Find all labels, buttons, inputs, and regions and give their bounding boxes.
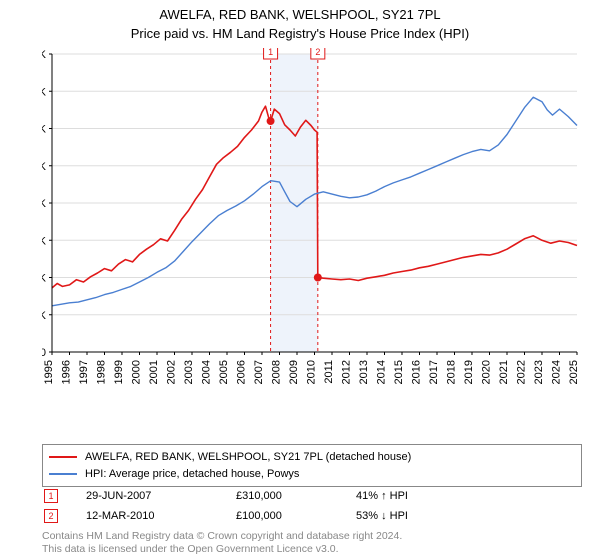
footer-line-2: This data is licensed under the Open Gov… [42,543,582,556]
svg-text:£0: £0 [42,347,46,359]
svg-text:£50K: £50K [42,310,47,322]
event-price: £100,000 [236,510,356,522]
legend-swatch [49,473,77,475]
svg-text:2010: 2010 [306,360,318,384]
svg-text:2002: 2002 [166,360,178,384]
svg-text:£400K: £400K [42,49,47,61]
svg-text:2018: 2018 [446,360,458,384]
svg-text:2021: 2021 [498,360,510,384]
attribution: Contains HM Land Registry data © Crown c… [42,530,582,556]
svg-text:2011: 2011 [323,360,335,384]
svg-text:2017: 2017 [428,360,440,384]
event-delta: 53% ↓ HPI [356,510,582,522]
svg-text:£350K: £350K [42,86,47,98]
svg-text:£100K: £100K [42,273,47,285]
svg-text:1997: 1997 [78,360,90,384]
svg-text:2005: 2005 [218,360,230,384]
svg-text:1998: 1998 [96,360,108,384]
event-price: £310,000 [236,490,356,502]
svg-text:2016: 2016 [411,360,423,384]
svg-text:£300K: £300K [42,124,47,136]
legend: AWELFA, RED BANK, WELSHPOOL, SY21 7PL (d… [42,444,582,487]
event-date: 29-JUN-2007 [86,490,236,502]
svg-text:2001: 2001 [148,360,160,384]
svg-text:2019: 2019 [463,360,475,384]
svg-text:2012: 2012 [341,360,353,384]
footer-line-1: Contains HM Land Registry data © Crown c… [42,530,582,543]
legend-label: AWELFA, RED BANK, WELSHPOOL, SY21 7PL (d… [85,450,411,465]
event-table: 1 29-JUN-2007£310,00041% ↑ HPI 2 12-MAR-201… [42,486,582,526]
svg-text:2024: 2024 [551,360,563,384]
svg-text:2008: 2008 [271,360,283,384]
svg-text:2023: 2023 [533,360,545,384]
event-marker: 1 [44,489,58,503]
event-row: 1 29-JUN-2007£310,00041% ↑ HPI [42,486,582,506]
svg-text:2020: 2020 [481,360,493,384]
svg-text:1: 1 [268,48,273,57]
svg-text:2006: 2006 [236,360,248,384]
svg-text:2013: 2013 [358,360,370,384]
legend-swatch [49,456,77,458]
svg-text:2000: 2000 [131,360,143,384]
legend-label: HPI: Average price, detached house, Powy… [85,467,299,482]
svg-text:2004: 2004 [201,360,213,384]
svg-text:£250K: £250K [42,161,47,173]
legend-row: HPI: Average price, detached house, Powy… [49,466,575,483]
title-line-2: Price paid vs. HM Land Registry's House … [0,24,600,41]
svg-text:1995: 1995 [43,360,55,384]
event-row: 2 12-MAR-2010£100,00053% ↓ HPI [42,506,582,526]
svg-text:2015: 2015 [393,360,405,384]
svg-text:1996: 1996 [61,360,73,384]
svg-text:2009: 2009 [288,360,300,384]
event-delta: 41% ↑ HPI [356,490,582,502]
price-chart: £0 £50K £100K £150K £200K £250K £300K £350K £400… [42,48,582,398]
svg-text:1999: 1999 [113,360,125,384]
event-date: 12-MAR-2010 [86,510,236,522]
chart-container: AWELFA, RED BANK, WELSHPOOL, SY21 7PL Pr… [0,0,600,560]
legend-row: AWELFA, RED BANK, WELSHPOOL, SY21 7PL (d… [49,449,575,466]
svg-text:2014: 2014 [376,360,388,384]
svg-text:2022: 2022 [516,360,528,384]
svg-text:£150K: £150K [42,235,47,247]
svg-text:2003: 2003 [183,360,195,384]
svg-text:2007: 2007 [253,360,265,384]
event-marker: 2 [44,509,58,523]
svg-text:2: 2 [315,48,320,57]
svg-text:2025: 2025 [568,360,580,384]
svg-text:£200K: £200K [42,198,47,210]
title-line-1: AWELFA, RED BANK, WELSHPOOL, SY21 7PL [0,0,600,24]
